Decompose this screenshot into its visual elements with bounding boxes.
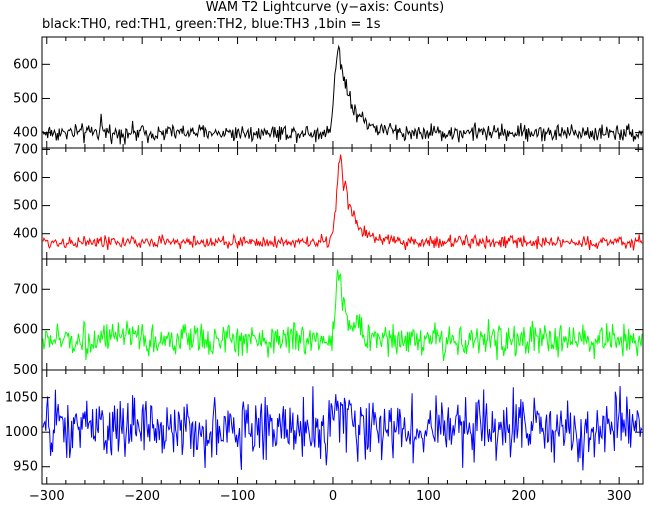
panel-th0: 400 500 600: [13, 36, 644, 149]
panel-th3: 950 1000 1050: [5, 369, 644, 485]
y-tick-label: 600: [13, 57, 38, 72]
series-line-th3: [42, 385, 643, 471]
y-tick-label: 700: [13, 142, 38, 157]
panel-frame: [41, 369, 644, 485]
panel-th2: 500 600 700: [13, 258, 644, 378]
x-tick-label: 300: [607, 489, 632, 504]
x-tick-label: 200: [511, 489, 536, 504]
chart-subtitle: black:TH0, red:TH1, green:TH2, blue:TH3 …: [42, 17, 381, 32]
y-tick-label: 950: [13, 460, 38, 475]
x-tick-label: 0: [329, 489, 337, 504]
x-tick-label: −200: [124, 489, 160, 504]
y-tick-label: 600: [13, 323, 38, 338]
series-line-th1: [42, 154, 643, 251]
x-tick-label: 100: [416, 489, 441, 504]
panel-th1: 400 500 600 700: [13, 142, 644, 260]
y-tick-label: 500: [13, 91, 38, 106]
y-tick-label: 1000: [5, 425, 38, 440]
x-tick-label: −300: [29, 489, 65, 504]
series-line-th0: [42, 44, 643, 145]
y-tick-label: 400: [13, 227, 38, 242]
y-tick-label: 1050: [5, 391, 38, 406]
y-tick-label: 700: [13, 282, 38, 297]
y-tick-label: 500: [13, 199, 38, 214]
panel-frame: [41, 147, 644, 260]
chart-title: WAM T2 Lightcurve (y−axis: Counts): [205, 0, 445, 15]
y-tick-label: 500: [13, 363, 38, 378]
y-tick-label: 400: [13, 126, 38, 141]
y-tick-label: 600: [13, 171, 38, 186]
x-tick-label: −100: [220, 489, 256, 504]
panel-frame: [41, 258, 644, 371]
series-line-th2: [42, 269, 643, 361]
